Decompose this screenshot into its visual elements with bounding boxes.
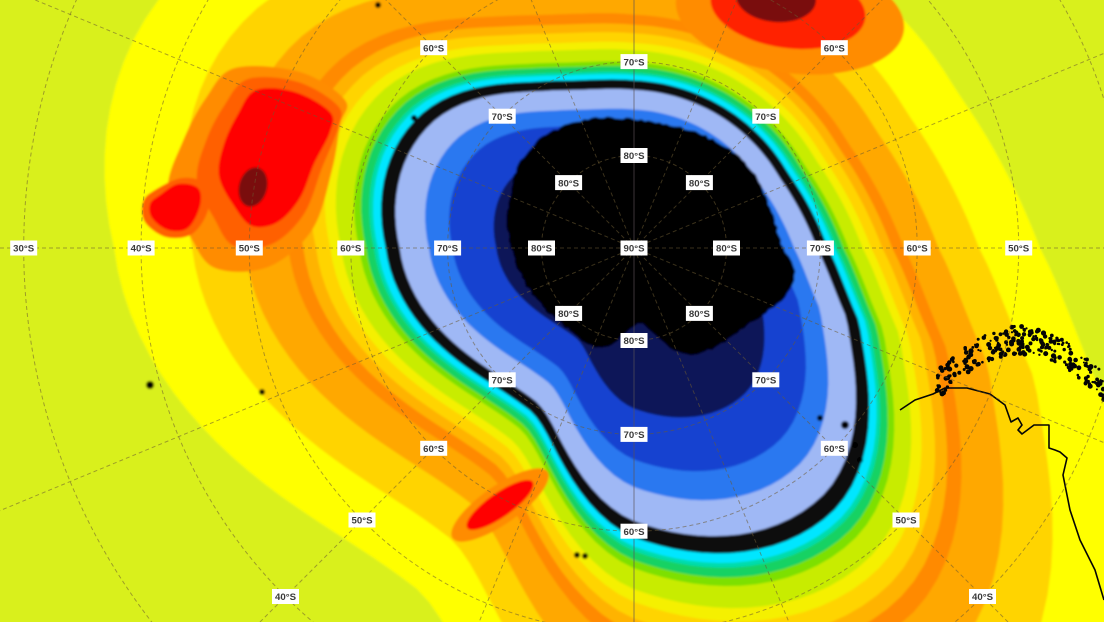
svg-text:80°S: 80°S xyxy=(624,151,645,162)
svg-text:50°S: 50°S xyxy=(239,244,260,255)
svg-text:80°S: 80°S xyxy=(716,244,737,255)
svg-text:30°S: 30°S xyxy=(13,244,34,255)
svg-text:60°S: 60°S xyxy=(824,444,845,455)
svg-text:60°S: 60°S xyxy=(624,527,645,538)
svg-text:80°S: 80°S xyxy=(531,244,552,255)
svg-text:70°S: 70°S xyxy=(624,57,645,68)
svg-text:70°S: 70°S xyxy=(755,376,776,387)
svg-text:70°S: 70°S xyxy=(755,112,776,123)
svg-text:60°S: 60°S xyxy=(423,43,444,54)
svg-text:80°S: 80°S xyxy=(558,178,579,189)
svg-text:80°S: 80°S xyxy=(689,309,710,320)
svg-text:50°S: 50°S xyxy=(1008,244,1029,255)
svg-text:40°S: 40°S xyxy=(131,244,152,255)
svg-text:50°S: 50°S xyxy=(352,516,373,527)
svg-text:70°S: 70°S xyxy=(624,430,645,441)
svg-text:70°S: 70°S xyxy=(810,244,831,255)
svg-text:80°S: 80°S xyxy=(689,178,710,189)
svg-text:70°S: 70°S xyxy=(492,376,513,387)
svg-text:70°S: 70°S xyxy=(492,112,513,123)
svg-text:60°S: 60°S xyxy=(824,43,845,54)
svg-text:40°S: 40°S xyxy=(972,592,993,603)
svg-text:90°S: 90°S xyxy=(624,244,645,255)
svg-text:40°S: 40°S xyxy=(275,592,296,603)
svg-text:60°S: 60°S xyxy=(423,444,444,455)
svg-text:60°S: 60°S xyxy=(907,244,928,255)
svg-text:80°S: 80°S xyxy=(558,309,579,320)
svg-text:80°S: 80°S xyxy=(624,336,645,347)
svg-text:70°S: 70°S xyxy=(437,244,458,255)
svg-text:60°S: 60°S xyxy=(340,244,361,255)
svg-text:50°S: 50°S xyxy=(896,516,917,527)
